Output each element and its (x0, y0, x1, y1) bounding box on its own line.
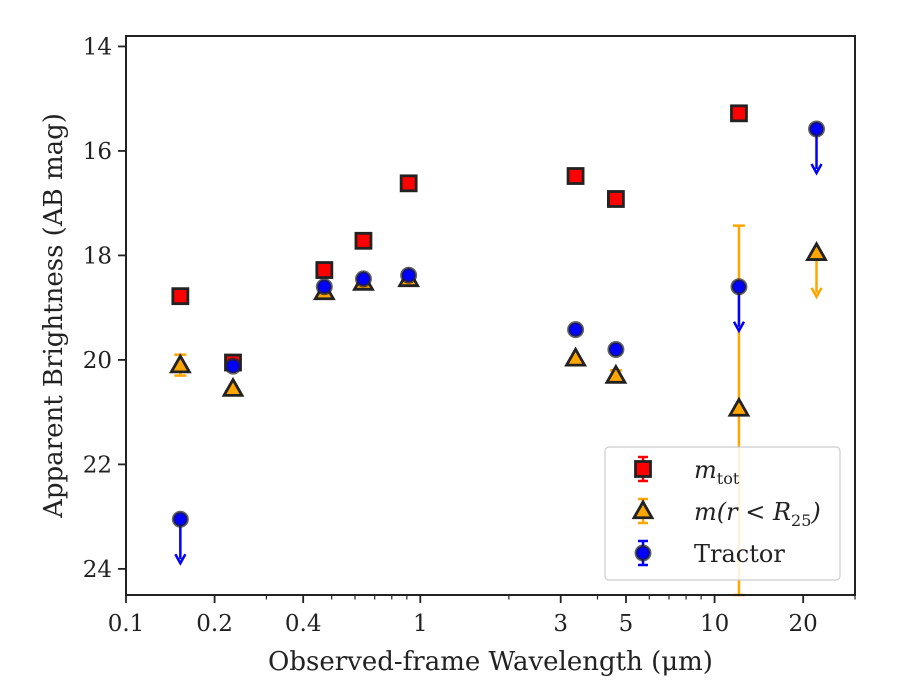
data-point (808, 120, 826, 138)
upper-limit-arrow-head (732, 321, 746, 334)
x-tick-label: 20 (789, 611, 818, 637)
data-point (354, 270, 372, 288)
x-tick-label: 10 (700, 611, 729, 637)
data-point (730, 104, 748, 123)
data-point (168, 353, 192, 374)
series-0 (171, 104, 748, 372)
legend-marker (634, 460, 652, 478)
y-tick-label: 22 (83, 452, 112, 478)
series-2 (171, 120, 826, 566)
x-tick-label: 3 (553, 611, 568, 637)
data-point (727, 396, 751, 417)
y-tick-label: 20 (83, 348, 112, 374)
x-axis-title: Observed-frame Wavelength (μm) (268, 647, 713, 677)
legend-entry: mtot (634, 455, 740, 488)
legend-marker (634, 544, 652, 562)
data-point (730, 278, 748, 296)
upper-limit-arrow-head (174, 553, 187, 566)
y-axis-title: Apparent Brightness (AB mag) (39, 113, 69, 519)
data-point (315, 278, 333, 296)
y-tick-label: 18 (83, 243, 112, 269)
data-point (606, 190, 625, 208)
legend-label: Tractor (694, 540, 785, 568)
legend-box (604, 446, 841, 581)
y-tick-label: 24 (83, 557, 112, 583)
data-point (399, 174, 418, 193)
data-point (564, 346, 587, 367)
data-point (400, 266, 418, 284)
data-point (171, 287, 190, 306)
y-tick-label: 16 (83, 139, 112, 165)
y-tick-label: 14 (83, 34, 112, 60)
data-point (604, 363, 628, 384)
legend-entry: Tractor (634, 539, 785, 568)
legend-label: mtot (694, 456, 740, 488)
x-tick-label: 0.4 (285, 611, 322, 637)
data-point (607, 340, 625, 358)
plot-frame (125, 35, 856, 596)
data-point (567, 321, 585, 339)
data-point (566, 167, 585, 185)
ticks-layer: 0.1 0.2 0.4 1 3 5 10 20 14 16 18 20 22 24 (83, 34, 856, 637)
x-tick-label: 0.2 (196, 611, 233, 637)
data-point (805, 240, 828, 261)
legend-entry: m(r < R25) (631, 497, 821, 530)
x-tick-label: 5 (619, 611, 634, 637)
legend-marker (631, 499, 655, 520)
data-point (221, 376, 245, 397)
upper-limit-arrow-head (810, 163, 823, 176)
legend-label: m(r < R25) (694, 498, 821, 530)
upper-limit-arrow-head (810, 287, 823, 300)
x-tick-label: 1 (413, 611, 428, 637)
data-point (315, 261, 334, 279)
data-point (171, 510, 189, 528)
legend: mtot m(r < R25) Tractor (604, 446, 841, 581)
data-point (224, 357, 242, 375)
data-point (354, 231, 373, 250)
x-tick-label: 0.1 (108, 611, 145, 637)
